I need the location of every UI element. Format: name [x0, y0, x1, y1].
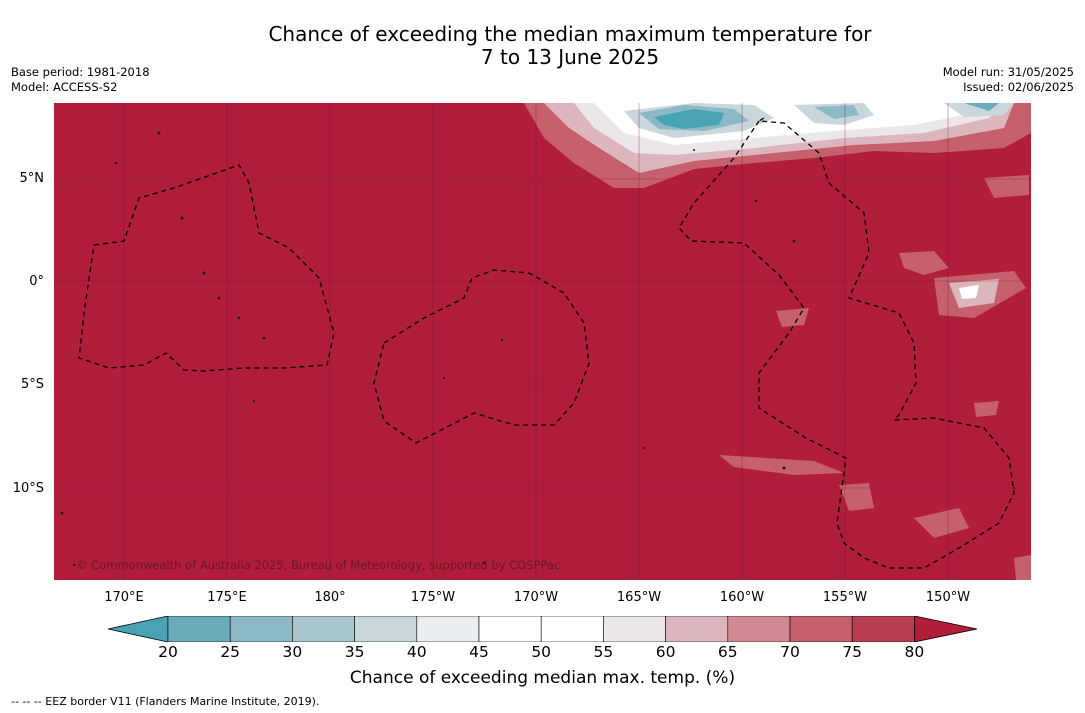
colorbar-segment — [603, 616, 666, 642]
base-period-text: Base period: 1981-2018 — [11, 65, 150, 79]
graticule — [54, 103, 1031, 580]
colorbar — [108, 616, 978, 642]
colorbar-segment — [229, 616, 293, 642]
north-anomaly-band — [524, 103, 1031, 188]
colorbar-label: Chance of exceeding median max. temp. (%… — [349, 668, 736, 688]
colorbar-segment — [851, 616, 915, 642]
colorbar-tick-label: 55 — [593, 643, 614, 661]
colorbar-segment — [416, 616, 480, 642]
lat-label-10s: 10°S — [12, 481, 44, 496]
copyright-text: © Commonwealth of Australia 2025, Bureau… — [76, 558, 561, 572]
colorbar-tick-label: 20 — [158, 643, 178, 661]
colorbar-tick-label: 60 — [655, 643, 676, 661]
lon-label-160w: 160°W — [719, 590, 765, 605]
lat-label-5n: 5°N — [19, 171, 45, 186]
colorbar-tick-label: 45 — [469, 643, 489, 661]
colorbar-segment — [665, 616, 729, 642]
colorbar-tick-label: 70 — [780, 643, 800, 661]
lon-label-155w: 155°W — [822, 590, 868, 605]
colorbar-segment — [292, 616, 355, 642]
eez-borders — [78, 117, 1015, 569]
issued-text: Issued: 02/06/2025 — [963, 80, 1074, 94]
colorbar-tick-label: 25 — [220, 643, 241, 661]
lon-label-180: 180° — [314, 590, 346, 605]
colorbar-segment — [167, 616, 231, 642]
lon-label-165w: 165°W — [616, 590, 662, 605]
lon-label-175e: 175°E — [207, 590, 247, 605]
colorbar-tick-label: 80 — [904, 643, 925, 661]
islands — [60, 131, 1015, 567]
model-text: Model: ACCESS-S2 — [11, 80, 118, 94]
lon-label-175w: 175°W — [410, 590, 456, 605]
colorbar-segment — [789, 616, 853, 642]
colorbar-segment — [727, 616, 791, 642]
lon-label-170e: 170°E — [104, 590, 144, 605]
colorbar-segment — [478, 616, 542, 642]
meta-left: Base period: 1981-2018 Model: ACCESS-S2 — [11, 65, 150, 95]
meta-right: Model run: 31/05/2025 Issued: 02/06/2025 — [943, 65, 1074, 95]
colorbar-extend-high — [914, 616, 978, 642]
colorbar-tick-label: 35 — [344, 643, 365, 661]
colorbar-segment — [540, 616, 604, 642]
map-title-line1: Chance of exceeding the median maximum t… — [268, 22, 872, 46]
eez-footer-note: -- -- -- EEZ border V11 (Flanders Marine… — [11, 695, 320, 708]
colorbar-tick-label: 30 — [282, 643, 303, 661]
anomaly-patches — [719, 175, 1031, 580]
map-area: © Commonwealth of Australia 2025, Bureau… — [54, 103, 1031, 580]
lon-label-150w: 150°W — [925, 590, 971, 605]
colorbar-tick-label: 65 — [717, 643, 738, 661]
colorbar-segment — [354, 616, 418, 642]
lat-label-0: 0° — [29, 274, 44, 289]
map-svg — [54, 103, 1031, 580]
colorbar-tick-label: 50 — [531, 643, 552, 661]
map-title-line2: 7 to 13 June 2025 — [480, 45, 660, 69]
lat-label-5s: 5°S — [20, 377, 44, 392]
colorbar-tick-label: 75 — [842, 643, 863, 661]
model-run-text: Model run: 31/05/2025 — [942, 65, 1074, 79]
colorbar-extend-low — [108, 616, 169, 642]
colorbar-tick-label: 40 — [406, 643, 427, 661]
lon-label-170w: 170°W — [513, 590, 559, 605]
